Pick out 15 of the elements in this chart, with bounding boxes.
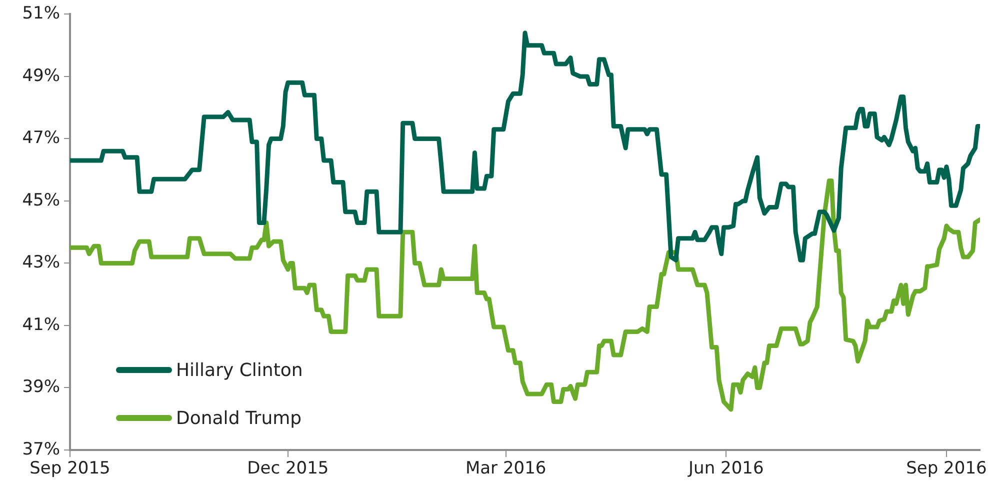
legend-label: Donald Trump — [176, 408, 302, 428]
y-tick-label: 37% — [22, 439, 60, 460]
x-tick-label: Mar 2016 — [465, 458, 546, 479]
x-tick-label: Jun 2016 — [688, 458, 764, 479]
y-tick-label: 41% — [22, 314, 60, 335]
y-tick-label: 39% — [22, 377, 60, 398]
y-tick-label: 51% — [22, 4, 60, 24]
x-tick-label: Dec 2015 — [247, 458, 329, 479]
y-tick-label: 47% — [22, 128, 60, 148]
legend-label: Hillary Clinton — [176, 360, 303, 380]
y-tick-label: 49% — [22, 66, 60, 86]
x-tick-label: Sep 2015 — [30, 458, 110, 479]
x-tick-label: Sep 2016 — [906, 458, 987, 479]
y-tick-label: 43% — [22, 252, 60, 273]
y-tick-label: 45% — [22, 190, 60, 210]
